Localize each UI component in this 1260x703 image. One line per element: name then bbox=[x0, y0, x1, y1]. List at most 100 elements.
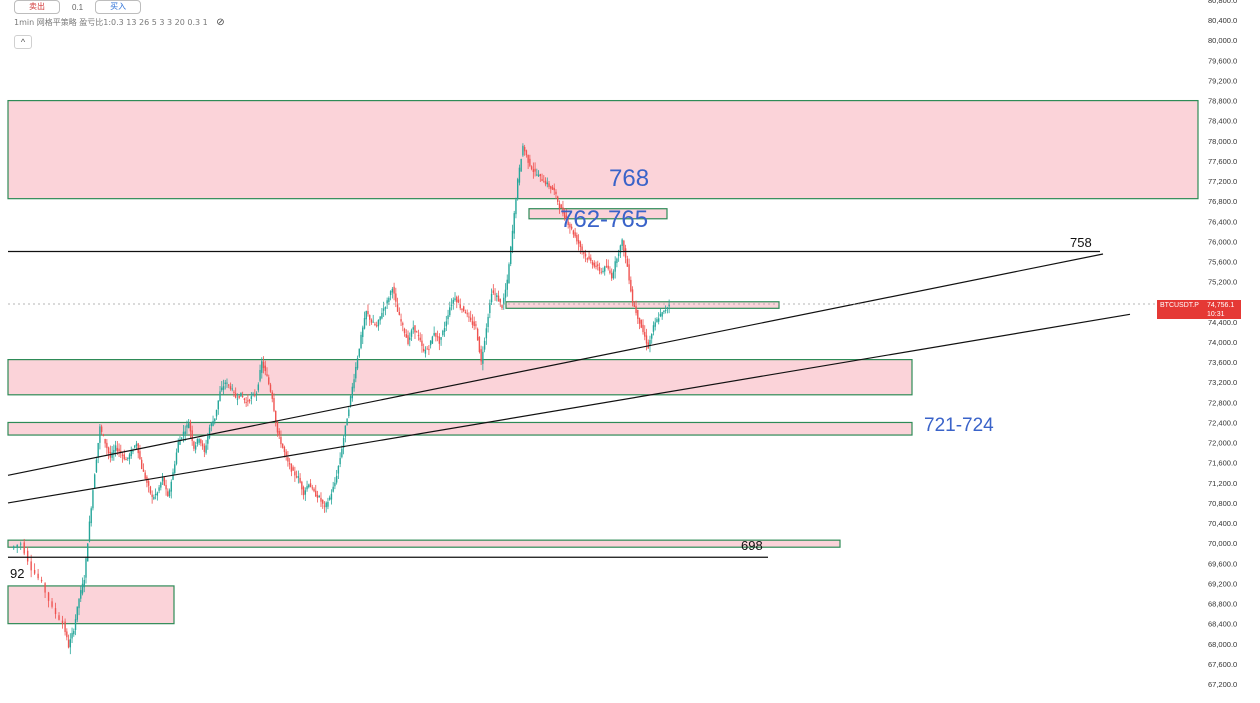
candle-body bbox=[529, 158, 531, 166]
candle-body bbox=[668, 304, 670, 307]
candle-body bbox=[656, 319, 658, 323]
candle-body bbox=[297, 476, 300, 478]
candle-body bbox=[482, 351, 484, 364]
price-tick-label: 67,600.0 bbox=[1208, 660, 1237, 669]
candle-body bbox=[651, 334, 653, 339]
candle-body bbox=[645, 335, 648, 344]
candle-body bbox=[67, 639, 70, 648]
candle-body bbox=[612, 271, 615, 279]
price-tick-label: 70,400.0 bbox=[1208, 519, 1237, 528]
candle-body bbox=[252, 393, 254, 396]
candle-body bbox=[261, 361, 263, 373]
candle-body bbox=[468, 316, 470, 318]
candle-body bbox=[245, 401, 247, 403]
candle-body bbox=[607, 265, 609, 269]
candle-body bbox=[144, 472, 146, 479]
candle-body bbox=[464, 311, 467, 314]
quantity-value[interactable]: 0.1 bbox=[72, 2, 84, 12]
candle-body bbox=[421, 340, 423, 346]
candle-body bbox=[375, 325, 378, 327]
price-tick-label: 80,800.0 bbox=[1208, 0, 1237, 5]
candle-body bbox=[463, 306, 465, 312]
candle-body bbox=[88, 521, 91, 542]
candle-body bbox=[379, 316, 381, 321]
candle-body bbox=[442, 330, 444, 336]
candle-body bbox=[522, 145, 524, 156]
candle-body bbox=[579, 241, 582, 248]
candle-body bbox=[287, 457, 289, 462]
candle-body bbox=[208, 427, 211, 438]
candle-body bbox=[576, 235, 578, 242]
candle-body bbox=[151, 494, 153, 497]
candle-body bbox=[396, 304, 399, 312]
candle-body bbox=[308, 484, 310, 488]
candle-body bbox=[170, 481, 172, 492]
candle-body bbox=[510, 246, 512, 264]
candle-body bbox=[168, 490, 171, 497]
collapse-legend-button[interactable]: ^ bbox=[14, 35, 32, 49]
lines-layer bbox=[7, 250, 1198, 558]
candle-body bbox=[356, 358, 359, 369]
candle-body bbox=[469, 317, 472, 321]
candle-body bbox=[536, 174, 538, 176]
candle-body bbox=[275, 411, 277, 423]
price-badge-symbol: BTCUSDT.P bbox=[1160, 302, 1199, 309]
price-tick-label: 71,600.0 bbox=[1208, 459, 1237, 468]
candle-body bbox=[142, 469, 145, 472]
candle-body bbox=[520, 158, 522, 172]
strategy-legend[interactable]: 1min 网格平策略 盈亏比1:0.3 13 26 5 3 3 20 0.3 1… bbox=[14, 17, 225, 28]
candle-body bbox=[537, 174, 540, 177]
candle-body bbox=[165, 485, 167, 490]
price-tick-label: 78,800.0 bbox=[1208, 97, 1237, 106]
candle-body bbox=[351, 386, 354, 399]
price-tick-label: 76,400.0 bbox=[1208, 217, 1237, 226]
candle-body bbox=[534, 168, 536, 172]
candle-body bbox=[426, 348, 428, 350]
price-tick-label: 79,200.0 bbox=[1208, 76, 1237, 85]
candle-body bbox=[638, 317, 641, 324]
zone-4 bbox=[7, 421, 913, 436]
candle-body bbox=[414, 325, 416, 333]
candle-body bbox=[201, 443, 204, 447]
candle-body bbox=[163, 477, 166, 486]
candle-body bbox=[118, 448, 120, 452]
candle-body bbox=[386, 300, 388, 304]
candle-body bbox=[619, 245, 622, 254]
candle-body bbox=[123, 454, 125, 460]
sell-button[interactable]: 卖出 bbox=[14, 0, 60, 14]
candle-body bbox=[372, 321, 374, 323]
candle-body bbox=[236, 398, 239, 400]
candle-body bbox=[428, 349, 430, 351]
candle-body bbox=[184, 431, 186, 435]
candle-body bbox=[541, 179, 543, 181]
candles-layer bbox=[13, 143, 670, 655]
candle-body bbox=[631, 289, 634, 303]
visibility-icon[interactable]: ⊘ bbox=[216, 17, 225, 28]
candle-body bbox=[181, 437, 183, 439]
candle-body bbox=[433, 333, 435, 336]
candle-body bbox=[466, 313, 468, 315]
candle-body bbox=[40, 579, 43, 582]
candle-body bbox=[563, 210, 566, 219]
candle-body bbox=[80, 590, 82, 599]
candle-body bbox=[226, 382, 228, 384]
candle-body bbox=[243, 398, 246, 400]
candle-body bbox=[567, 221, 569, 225]
buy-button[interactable]: 买入 bbox=[95, 0, 142, 14]
candle-body bbox=[264, 365, 266, 372]
candle-body bbox=[353, 379, 355, 389]
candle-body bbox=[623, 240, 625, 252]
candle-body bbox=[294, 471, 296, 476]
candle-body bbox=[483, 340, 486, 350]
candle-body bbox=[565, 215, 568, 220]
candle-body bbox=[355, 366, 357, 379]
candle-body bbox=[33, 570, 36, 574]
candle-body bbox=[205, 445, 207, 453]
trendline-1 bbox=[7, 313, 1131, 504]
candle-body bbox=[161, 476, 164, 482]
candle-body bbox=[422, 348, 425, 351]
candle-body bbox=[156, 492, 159, 496]
candle-body bbox=[58, 615, 60, 620]
candle-body bbox=[403, 328, 406, 334]
